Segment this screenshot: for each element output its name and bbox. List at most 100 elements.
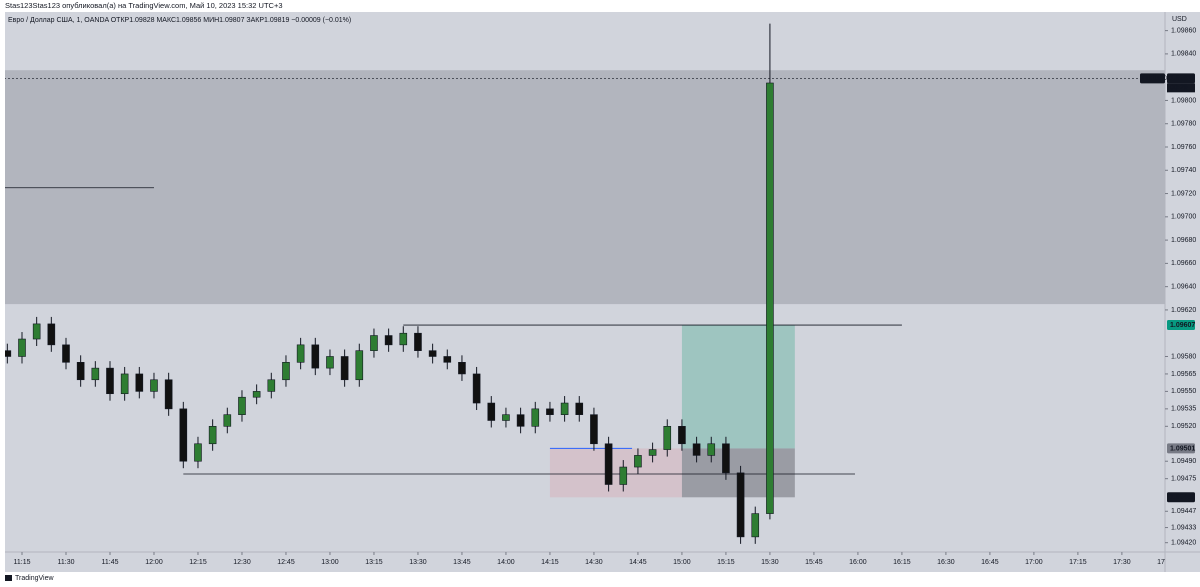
candle-body <box>47 323 56 346</box>
x-tick-label: 12:00 <box>145 559 163 566</box>
candle-body <box>590 414 598 445</box>
candle-body <box>120 373 129 395</box>
x-tick-label: 15:45 <box>805 559 823 566</box>
y-tick-label: 1.09447 <box>1171 508 1196 515</box>
legend: Евро / Доллар США, 1, OANDA ОТКР1.09828 … <box>8 17 351 24</box>
candle-body <box>32 323 41 340</box>
candle-body <box>443 356 452 363</box>
price-badge-label: 1.09501 <box>1170 445 1195 452</box>
symbol-badge <box>1140 73 1165 84</box>
x-tick-label: 14:15 <box>541 559 559 566</box>
price-badge-label: 1.09819 <box>1170 75 1195 82</box>
x-tick-label: 11:45 <box>101 559 118 566</box>
y-tick-label: 1.09520 <box>1171 423 1196 430</box>
price-badge <box>1167 320 1195 331</box>
y-tick-label: 1.09433 <box>1171 524 1196 531</box>
candle-body <box>560 402 569 415</box>
y-tick-label: 1.09475 <box>1171 476 1196 483</box>
supply-zone <box>5 70 1165 305</box>
x-tick-label: 16:00 <box>849 559 867 566</box>
range-box <box>549 448 682 498</box>
y-tick-label: 1.09840 <box>1171 51 1196 58</box>
y-tick-label: 1.09780 <box>1171 121 1196 128</box>
x-tick-label: 13:00 <box>321 559 339 566</box>
y-tick-label: 1.09660 <box>1171 260 1196 267</box>
candle-body <box>18 338 26 357</box>
candle-body <box>516 414 525 427</box>
candle-body <box>252 391 261 398</box>
candle-body <box>736 472 745 538</box>
candle-body <box>223 414 232 427</box>
candle-body <box>326 356 334 369</box>
x-tick-label: 15:30 <box>761 559 779 566</box>
x-tick-label: 12:45 <box>277 559 295 566</box>
y-tick-label: 1.09860 <box>1171 27 1196 34</box>
x-tick-label: 17:30 <box>1113 559 1131 566</box>
y-tick-label: 1.09580 <box>1171 353 1196 360</box>
candle-body <box>135 373 144 392</box>
x-tick-label: 13:30 <box>409 559 427 566</box>
logo <box>5 575 12 581</box>
candle-body <box>472 373 481 404</box>
candle-body <box>76 362 85 381</box>
price-badge <box>1167 492 1195 503</box>
y-tick-label: 1.09720 <box>1171 190 1196 197</box>
x-tick-label: 11:30 <box>57 559 74 566</box>
x-tick-label: 14:45 <box>629 559 647 566</box>
candle-body <box>370 335 378 351</box>
x-tick-label: 17:00 <box>1025 559 1043 566</box>
x-tick-label: 13:15 <box>365 559 383 566</box>
candle-body <box>663 426 672 450</box>
y-tick-label: 1.09740 <box>1171 167 1196 174</box>
y-tick-label: 1.09535 <box>1171 406 1196 413</box>
currency: USD <box>1172 16 1187 23</box>
x-tick-label: 16:45 <box>981 559 999 566</box>
y-tick-label: 1.09565 <box>1171 371 1196 378</box>
candle-body <box>91 367 100 381</box>
candle-body <box>194 443 202 462</box>
candle-body <box>766 82 774 514</box>
price-badge <box>1167 443 1195 454</box>
y-tick-label: 1.09550 <box>1171 388 1196 395</box>
x-tick-label: 12:15 <box>189 559 207 566</box>
candle-body <box>487 402 496 421</box>
price-axis: 1.09860 1.09840 1.09800 1.09780 1.09760 1.097… <box>1140 27 1196 547</box>
candle-body <box>678 426 686 445</box>
candle-body <box>722 443 730 474</box>
time-axis: 11:15 11:30 11:45 12:00 12:15 12:30 12:45 13:00… <box>13 552 1175 566</box>
countdown-badge <box>1167 83 1195 93</box>
candle-body <box>634 455 642 468</box>
x-tick-label: 17:15 <box>1069 559 1087 566</box>
candle-body <box>531 408 540 427</box>
candle-body <box>311 344 320 369</box>
x-tick-label: 12:30 <box>233 559 251 566</box>
candle-body <box>238 396 246 415</box>
candle-body <box>208 426 217 445</box>
y-tick-label: 1.09760 <box>1171 144 1196 151</box>
price-badge <box>1167 73 1195 84</box>
x-tick-label: 17:45 <box>1157 559 1175 566</box>
symbol: EURUSD <box>1142 76 1168 82</box>
y-tick-label: 1.09640 <box>1171 283 1196 290</box>
candle-body <box>619 466 628 485</box>
publisher-line: Stas123Stas123 опубликовал(а) на Trading… <box>5 1 283 10</box>
candle-body <box>399 332 408 346</box>
x-tick-label: 13:45 <box>453 559 471 566</box>
x-tick-label: 16:15 <box>893 559 911 566</box>
candle-body <box>707 443 716 456</box>
candle-body <box>546 408 554 415</box>
candle-body <box>604 443 613 485</box>
candle-body <box>179 408 188 462</box>
candle-body <box>458 362 466 375</box>
candle-body <box>282 362 290 381</box>
candle-body <box>150 379 158 392</box>
candle-body <box>384 335 393 346</box>
y-tick-label: 1.09620 <box>1171 307 1196 314</box>
candle-body <box>267 379 276 392</box>
candle-body <box>751 513 760 538</box>
candle-body <box>62 344 70 363</box>
y-tick-label: 1.09420 <box>1171 540 1196 547</box>
price-badge-label: 1.09607 <box>1170 322 1195 329</box>
